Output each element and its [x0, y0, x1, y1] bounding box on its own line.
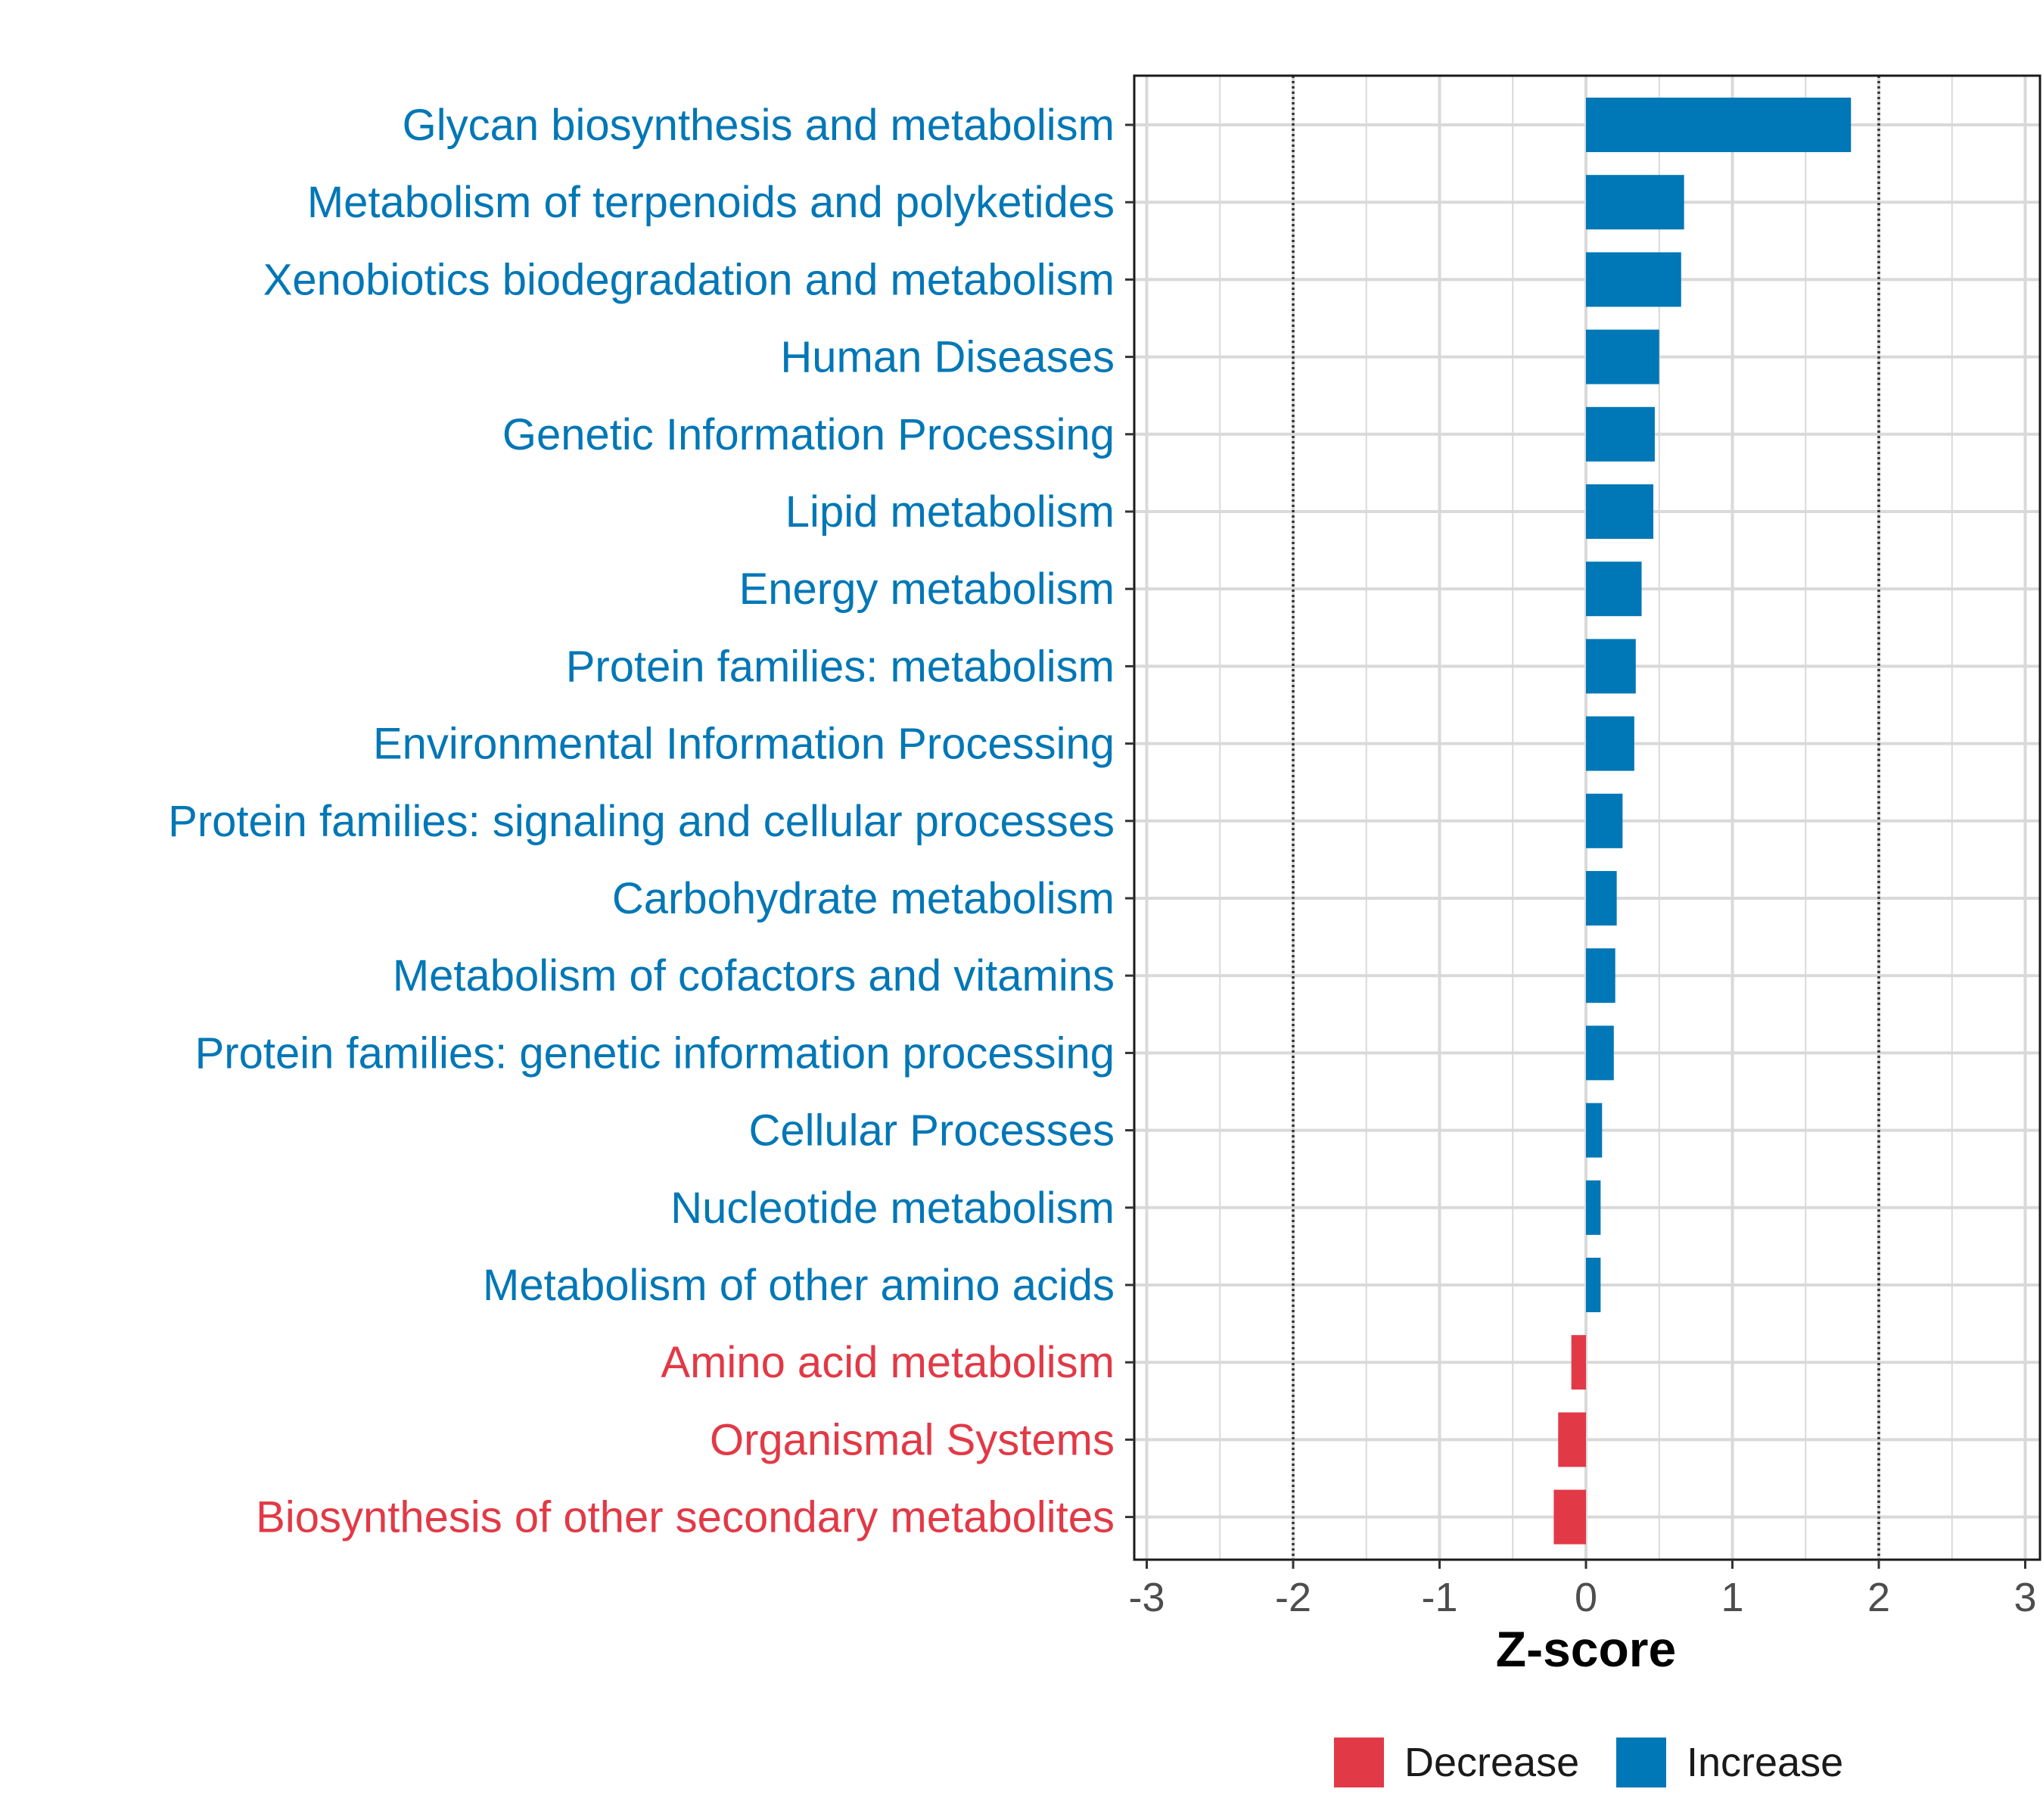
y-tick-label: Carbohydrate metabolism: [612, 874, 1115, 923]
x-tick-label: 1: [1721, 1575, 1743, 1620]
y-tick-label: Human Diseases: [780, 333, 1115, 382]
bar: [1586, 175, 1684, 230]
bar: [1586, 793, 1623, 848]
x-tick-label: -1: [1421, 1575, 1457, 1620]
bar: [1586, 1180, 1601, 1235]
x-tick-label: -2: [1275, 1575, 1311, 1620]
y-tick-label: Biosynthesis of other secondary metaboli…: [256, 1493, 1115, 1542]
bar: [1586, 639, 1636, 694]
reference-lines: [1292, 76, 1880, 1560]
legend-swatch-decrease: [1334, 1738, 1384, 1787]
x-tick-label: -3: [1128, 1575, 1165, 1620]
legend-swatch-increase: [1616, 1738, 1666, 1787]
y-tick-label: Glycan biosynthesis and metabolism: [403, 101, 1115, 150]
legend: Decrease Increase: [1334, 1738, 1843, 1787]
x-tick-label: 3: [2013, 1575, 2036, 1620]
x-axis-title: Z-score: [1496, 1621, 1676, 1677]
y-axis: Glycan biosynthesis and metabolism Metabo…: [168, 101, 1134, 1542]
bar: [1586, 1025, 1614, 1081]
y-tick-label: Environmental Information Processing: [373, 720, 1115, 769]
bar: [1586, 329, 1659, 384]
y-tick-label: Xenobiotics biodegradation and metabolis…: [263, 255, 1115, 304]
legend-label-decrease: Decrease: [1404, 1740, 1579, 1785]
bar: [1586, 871, 1617, 926]
bar: [1586, 716, 1634, 771]
bar: [1553, 1489, 1586, 1545]
bar: [1586, 562, 1642, 617]
bar: [1586, 1103, 1603, 1158]
x-tick-label: 0: [1575, 1575, 1597, 1620]
bars: [1553, 98, 1852, 1545]
y-tick-label: Protein families: genetic information pr…: [195, 1028, 1115, 1078]
y-tick-label: Lipid metabolism: [785, 487, 1115, 537]
y-tick-label: Nucleotide metabolism: [670, 1184, 1115, 1233]
y-tick-label: Energy metabolism: [739, 565, 1115, 614]
bar: [1586, 484, 1654, 539]
y-tick-label: Metabolism of other amino acids: [483, 1261, 1115, 1310]
y-tick-label: Metabolism of terpenoids and polyketides: [307, 178, 1115, 227]
legend-label-increase: Increase: [1687, 1740, 1843, 1785]
bar: [1586, 948, 1615, 1003]
y-tick-label: Cellular Processes: [748, 1106, 1115, 1156]
y-tick-label: Protein families: signaling and cellular…: [168, 797, 1115, 846]
y-tick-label: Genetic Information Processing: [502, 410, 1115, 459]
x-axis: -3 -2 -1 0 1 2 3: [1128, 1560, 2037, 1620]
bar: [1586, 1258, 1601, 1312]
bar: [1586, 98, 1852, 152]
y-tick-label: Metabolism of cofactors and vitamins: [393, 951, 1115, 1000]
y-tick-label: Protein families: metabolism: [566, 642, 1115, 691]
bar: [1558, 1412, 1586, 1467]
bar: [1571, 1335, 1586, 1390]
bar: [1586, 406, 1655, 462]
x-tick-label: 2: [1867, 1575, 1890, 1620]
y-tick-label: Amino acid metabolism: [661, 1338, 1115, 1387]
y-tick-label: Organismal Systems: [710, 1415, 1115, 1464]
bar: [1586, 252, 1681, 307]
